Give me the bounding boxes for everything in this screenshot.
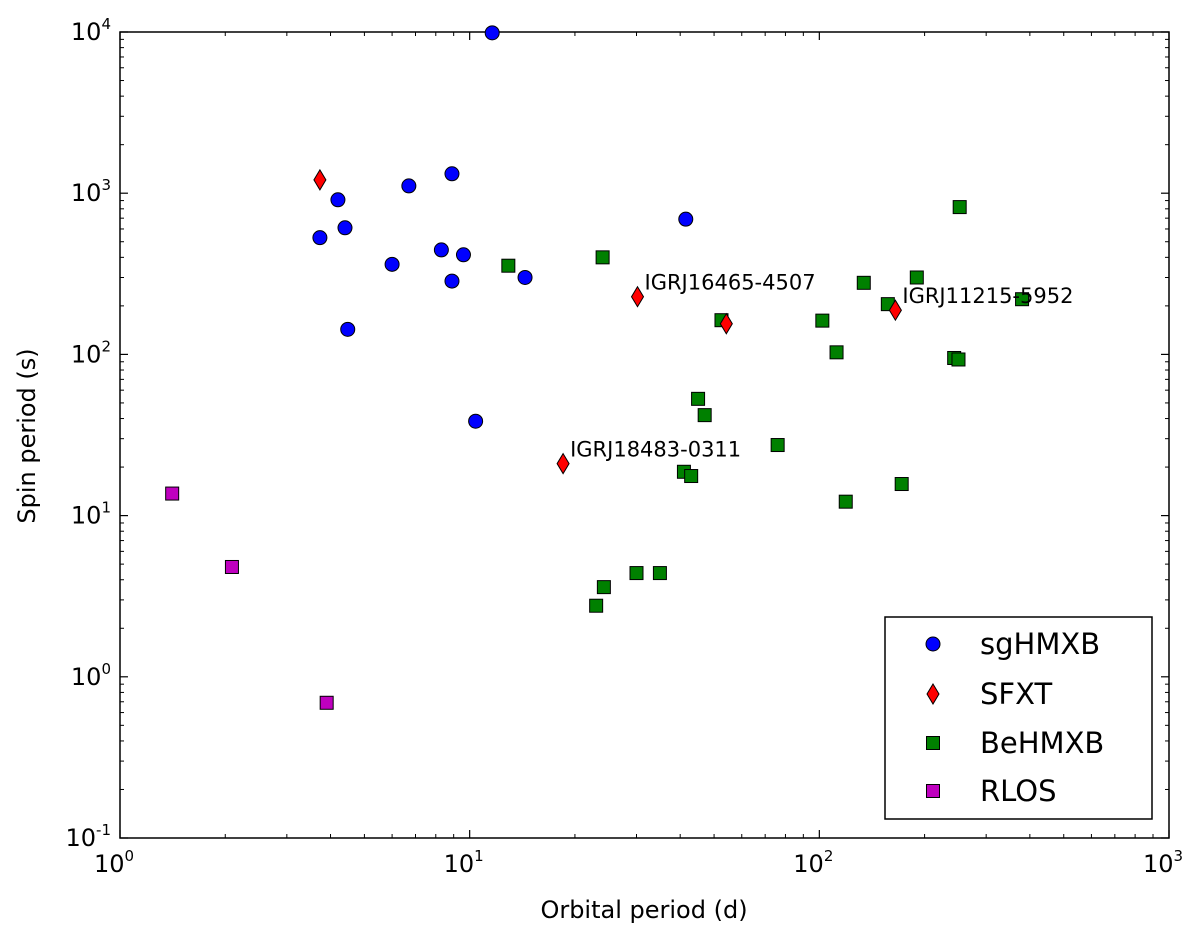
behmxb-point <box>951 352 966 367</box>
sghmxb-point <box>444 166 460 182</box>
sghmxb-point <box>312 230 328 246</box>
behmxb-point <box>856 275 871 290</box>
point-annotation: IGRJ11215-5952 <box>902 284 1073 308</box>
sghmxb-point <box>455 247 471 263</box>
behmxb-point <box>652 566 667 581</box>
x-tick-label: 100 <box>94 847 134 878</box>
sghmxb-point <box>340 321 356 337</box>
behmxb-point <box>909 270 924 285</box>
axis-ticks <box>119 31 1170 839</box>
sfxt-point <box>630 285 645 308</box>
behmxb-point <box>815 313 830 328</box>
legend-label-rlos: RLOS <box>980 774 1057 808</box>
y-tick-label: 102 <box>71 337 111 368</box>
sghmxb-point <box>678 211 694 227</box>
sghmxb-point <box>444 273 460 289</box>
sghmxb-point <box>433 242 449 258</box>
legend-label-sfxt: SFXT <box>980 677 1052 711</box>
rlos-point <box>319 695 334 710</box>
sghmxb-point <box>384 256 400 272</box>
legend-label-sghmxb: sgHMXB <box>980 627 1100 661</box>
sfxt-point <box>556 452 570 475</box>
sghmxb-point <box>484 25 500 41</box>
sghmxb-point <box>468 413 484 429</box>
behmxb-point <box>894 477 909 492</box>
sghmxb-point <box>401 178 417 194</box>
rlos-point <box>165 486 180 501</box>
sfxt-point <box>888 299 902 322</box>
behmxb-point <box>589 598 604 613</box>
legend: sgHMXB SFXT BeHMXB RLOS <box>884 616 1153 820</box>
y-tick-label: 101 <box>71 499 111 530</box>
legend-label-behmxb: BeHMXB <box>980 726 1104 760</box>
point-annotation: IGRJ16465-4507 <box>645 271 816 295</box>
behmxb-point <box>697 408 712 423</box>
legend-marker-rlos <box>926 784 940 798</box>
behmxb-point <box>629 566 644 581</box>
behmxb-point <box>838 494 853 509</box>
annotations: IGRJ16465-4507 IGRJ11215-5952 IGRJ18483-03… <box>570 271 1073 462</box>
legend-marker-sfxt <box>926 683 940 705</box>
x-axis-label: Orbital period (d) <box>540 896 747 924</box>
y-tick-label: 100 <box>71 660 111 691</box>
y-axis-label: Spin period (s) <box>13 348 41 523</box>
behmxb-point <box>596 580 611 595</box>
behmxb-point <box>684 469 699 484</box>
legend-marker-behmxb <box>926 736 940 750</box>
point-annotation: IGRJ18483-0311 <box>570 438 741 462</box>
legend-marker-sghmxb <box>925 636 941 652</box>
behmxb-point <box>1015 292 1030 307</box>
behmxb-point <box>595 250 610 265</box>
data-points <box>165 25 1030 710</box>
x-tick-label: 102 <box>793 847 833 878</box>
sghmxb-point <box>330 192 346 208</box>
y-tick-label: 10-1 <box>65 821 111 852</box>
behmxb-point <box>829 345 844 360</box>
behmxb-point <box>952 200 967 215</box>
x-tick-label: 103 <box>1143 847 1183 878</box>
behmxb-point <box>770 438 785 453</box>
behmxb-point <box>501 258 516 273</box>
y-tick-label: 103 <box>71 176 111 207</box>
rlos-point <box>224 559 239 574</box>
behmxb-point <box>691 391 706 406</box>
y-tick-label: 104 <box>71 15 111 46</box>
sghmxb-point <box>337 220 353 236</box>
sghmxb-point <box>517 269 533 285</box>
sfxt-point <box>719 312 733 335</box>
x-tick-label: 101 <box>444 847 484 878</box>
sfxt-point <box>313 168 327 191</box>
